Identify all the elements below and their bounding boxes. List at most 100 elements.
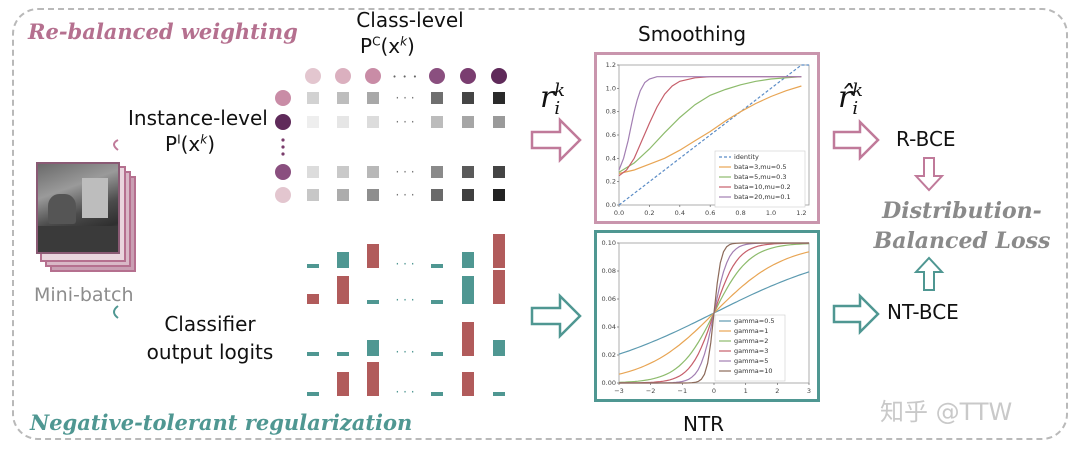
r-bce-label: R-BCE [896, 127, 956, 151]
ntr-label: NTR [683, 412, 725, 436]
legend-label: bata=10,mu=0.2 [734, 183, 791, 191]
diagram-frame [12, 8, 1068, 440]
mini-batch-label: Mini-batch [34, 284, 134, 306]
matrix-cell [307, 116, 319, 128]
matrix-cell [462, 116, 474, 128]
class-level-formula: PC(xk) [360, 34, 415, 58]
series-line [618, 76, 802, 173]
ntr-chart: −3 −2 −1 0 1 2 3 0.00 0.02 0.04 0.06 0.08 0.10 gamma=… [594, 230, 820, 402]
arrow-ntbce-up-icon [913, 256, 945, 291]
matrix-cell [462, 92, 474, 104]
logit-bar [367, 300, 379, 304]
class-dots-ellipsis: · · · [392, 67, 418, 86]
logit-bar [431, 352, 443, 356]
instance-vertical-dots [281, 138, 285, 156]
y-tick-label: 0.08 [602, 267, 616, 275]
smoothing-chart: 0.0 0.2 0.4 0.6 0.8 1.0 1.2 0.0 0.2 0.4 0.6 0.8 1.0 1… [594, 52, 820, 224]
matrix-cell [337, 189, 349, 201]
x-tick-label: −1 [678, 387, 688, 395]
class-circle [491, 68, 507, 84]
weight-matrix: · · · · · · · · · · · · [307, 91, 505, 202]
classifier-label-line1: Classifier [164, 312, 256, 336]
logit-bar [493, 234, 505, 268]
smoothing-chart-plot: 0.0 0.2 0.4 0.6 0.8 1.0 1.2 0.0 0.2 0.4 0.6 0.8 1.0 1… [606, 61, 810, 217]
ntr-chart-plot: −3 −2 −1 0 1 2 3 0.00 0.02 0.04 0.06 0.08 0.10 gamma=… [602, 239, 812, 395]
logit-bar [493, 270, 505, 304]
logit-bar [367, 244, 379, 268]
matrix-cell [337, 166, 349, 178]
legend-label: gamma=10 [734, 367, 772, 375]
matrix-row-ellipsis: · · · [395, 165, 414, 179]
photo-image [36, 162, 120, 254]
class-level-label: Class-level [356, 8, 464, 32]
instance-level-formula: PI(xk) [165, 132, 216, 156]
matrix-cell [307, 166, 319, 178]
matrix-cell [431, 116, 443, 128]
x-tick-label: 0.8 [735, 209, 745, 217]
r-ik-symbol: rik [540, 80, 566, 119]
legend-label: gamma=1 [734, 327, 768, 335]
logit-bar [307, 264, 319, 268]
arrow-to-rbce-icon [832, 118, 880, 162]
y-tick-label: 0.0 [606, 201, 616, 209]
class-level-circles [305, 68, 507, 84]
matrix-cell [367, 92, 379, 104]
y-tick-label: 0.06 [602, 295, 616, 303]
arrow-to-smoothing-icon [530, 116, 582, 164]
logit-bar [307, 294, 319, 304]
logit-bar [462, 322, 474, 356]
matrix-cell [462, 189, 474, 201]
y-tick-label: 1.0 [606, 84, 616, 92]
matrix-cell [367, 116, 379, 128]
legend-box [714, 314, 786, 382]
logit-bar [367, 340, 379, 356]
matrix-cell [431, 166, 443, 178]
logit-bar [367, 362, 379, 396]
legend-label: bata=5,mu=0.3 [734, 173, 787, 181]
x-tick-label: 3 [807, 387, 811, 395]
instance-circle [275, 90, 291, 106]
logit-bar [493, 340, 505, 356]
legend-label: bata=3,mu=0.5 [734, 163, 787, 171]
x-tick-label: 1.0 [766, 209, 776, 217]
logit-bar [337, 252, 349, 268]
section-reweighting-title: Re-balanced weighting [28, 19, 298, 44]
db-loss-label-line1: Distribution- [882, 198, 1042, 224]
y-tick-label: 0.8 [606, 108, 616, 116]
y-tick-label: 0.02 [602, 351, 616, 359]
logit-bar [307, 392, 319, 396]
x-tick-label: 0.0 [614, 209, 624, 217]
logit-bar [431, 264, 443, 268]
y-tick-label: 0.4 [606, 154, 616, 162]
logit-bar [307, 352, 319, 356]
instance-circle [275, 164, 291, 180]
x-tick-label: 1 [744, 387, 748, 395]
r-hat-ik-symbol: r̂ik [838, 80, 864, 119]
legend-label: gamma=2 [734, 337, 768, 345]
series-line [618, 76, 802, 171]
matrix-row-ellipsis: · · · [395, 91, 414, 105]
logit-bar [462, 252, 474, 268]
curved-arrow-bottom-icon [113, 305, 119, 319]
logit-bar [462, 276, 474, 304]
matrix-cell [431, 92, 443, 104]
curved-arrow-top-icon [113, 139, 119, 151]
class-circle [305, 68, 321, 84]
y-tick-label: 0.10 [602, 239, 616, 247]
watermark: 知乎 @TTW [880, 398, 1013, 426]
legend-box [714, 150, 806, 208]
legend-label: gamma=3 [734, 347, 768, 355]
classifier-label-line2: output logits [146, 340, 274, 364]
series-line [619, 242, 809, 384]
class-circle [365, 68, 381, 84]
instance-level-label: Instance-level [128, 106, 268, 130]
smoothing-label: Smoothing [638, 22, 747, 46]
y-tick-label: 0.04 [602, 323, 616, 331]
matrix-cell [493, 92, 505, 104]
logit-bar [337, 372, 349, 396]
instance-circle [275, 114, 291, 130]
arrow-to-ntr-icon [530, 292, 582, 340]
matrix-cell [307, 92, 319, 104]
instance-level-circles [275, 90, 291, 203]
